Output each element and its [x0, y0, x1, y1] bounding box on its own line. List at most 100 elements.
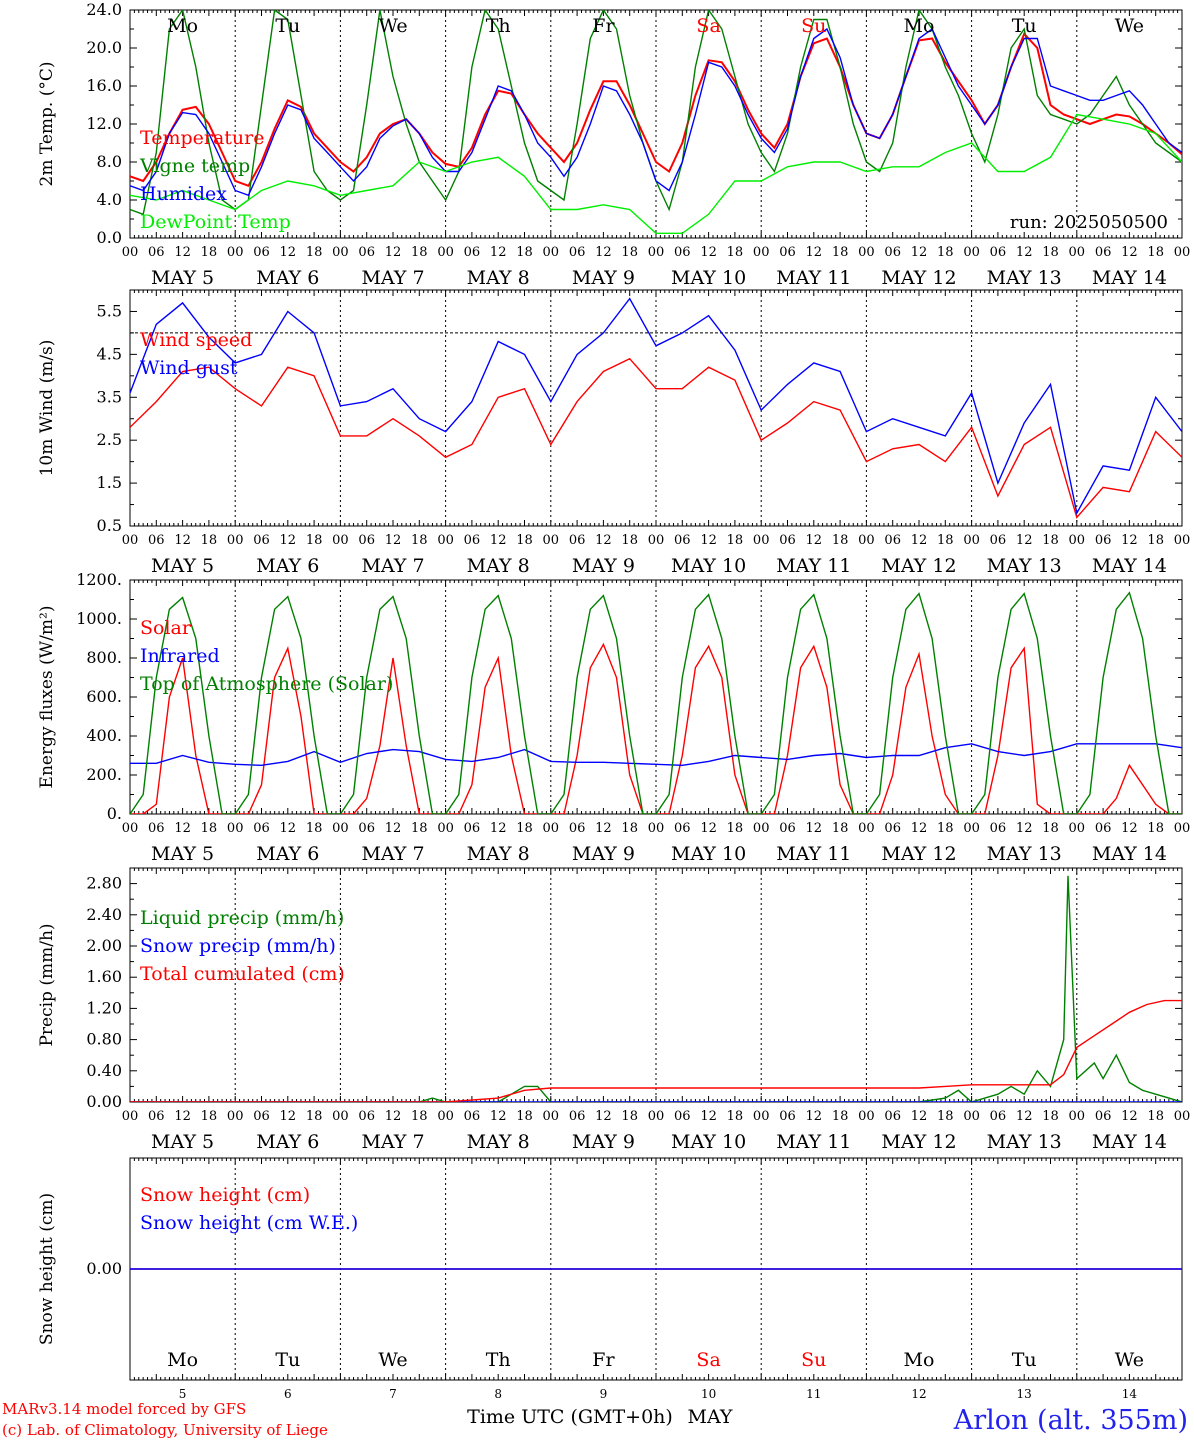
hour-label: 12 [174, 1109, 191, 1124]
legend-entry: Humidex [140, 183, 227, 205]
weekday-label: Mo [904, 1349, 935, 1371]
hour-label: 12 [280, 821, 297, 836]
hour-label: 00 [437, 245, 454, 260]
hour-label: 18 [1042, 533, 1059, 548]
y-axis-title: 2m Temp. (°C) [37, 61, 57, 186]
y-tick-label: 0.0 [97, 228, 122, 247]
y-tick-label: 0.00 [86, 1092, 122, 1111]
hour-label: 00 [437, 533, 454, 548]
hour-label: 18 [516, 1109, 533, 1124]
hour-label: 06 [569, 821, 586, 836]
day-number: 7 [389, 1387, 397, 1401]
hour-label: 06 [1095, 821, 1112, 836]
weekday-label: Fr [592, 15, 615, 37]
day-label: MAY 12 [881, 555, 956, 577]
hour-label: 06 [148, 533, 165, 548]
weekday-label: Sa [696, 1349, 720, 1371]
hour-label: 00 [1174, 821, 1191, 836]
credit-line: (c) Lab. of Climatology, University of L… [2, 1421, 328, 1439]
hour-label: 00 [227, 1109, 244, 1124]
day-label: MAY 5 [151, 1131, 214, 1153]
hour-label: 18 [832, 533, 849, 548]
hour-label: 12 [595, 1109, 612, 1124]
hour-label: 06 [1095, 1109, 1112, 1124]
y-axis-title: 10m Wind (m/s) [37, 340, 57, 477]
series-line-humidex [130, 27, 1182, 197]
hour-label: 18 [306, 245, 323, 260]
hour-label: 06 [674, 821, 691, 836]
hour-label: 18 [621, 1109, 638, 1124]
y-tick-label: 0.00 [86, 1259, 122, 1278]
hour-label: 06 [569, 245, 586, 260]
x-axis-title: Time UTC (GMT+0h) [467, 1406, 673, 1428]
day-label: MAY 8 [467, 267, 530, 289]
day-label: MAY 13 [987, 555, 1062, 577]
hour-label: 00 [437, 821, 454, 836]
y-tick-label: 400. [86, 726, 122, 745]
day-number: 11 [806, 1387, 821, 1401]
day-label: MAY 9 [572, 1131, 635, 1153]
hour-label: 00 [753, 245, 770, 260]
y-tick-label: 20.0 [86, 38, 122, 57]
hour-label: 06 [464, 533, 481, 548]
hour-label: 00 [122, 533, 139, 548]
weekday-label: We [378, 1349, 407, 1371]
day-label: MAY 13 [987, 1131, 1062, 1153]
y-tick-label: 3.5 [97, 387, 122, 406]
hour-label: 00 [1174, 533, 1191, 548]
y-tick-label: 5.5 [97, 301, 122, 320]
weekday-label: Mo [167, 15, 198, 37]
hour-label: 12 [911, 245, 928, 260]
hour-label: 00 [1069, 533, 1086, 548]
series-line-total-cumulated-cm- [130, 999, 1182, 1102]
weekday-label: Tu [1012, 1349, 1037, 1371]
hour-label: 12 [490, 1109, 507, 1124]
hour-label: 18 [411, 1109, 428, 1124]
station-name: Arlon (alt. 355m) [953, 1405, 1188, 1436]
hour-label: 12 [700, 1109, 717, 1124]
hour-label: 18 [727, 533, 744, 548]
day-label: MAY 7 [361, 1131, 424, 1153]
hour-label: 12 [806, 533, 823, 548]
hour-label: 12 [806, 245, 823, 260]
hour-label: 12 [490, 533, 507, 548]
hour-label: 00 [227, 245, 244, 260]
day-label: MAY 5 [151, 555, 214, 577]
hour-label: 00 [1069, 245, 1086, 260]
panel-3: 0.00 0.40 0.80 1.20 1.60 2.00 2.40 2.80 Precip (… [37, 867, 1190, 1153]
hour-label: 12 [1121, 533, 1138, 548]
y-tick-label: 12.0 [86, 114, 122, 133]
y-axis-title: Precip (mm/h) [37, 923, 57, 1046]
hour-label: 18 [516, 821, 533, 836]
hour-label: 06 [674, 533, 691, 548]
plot-frame [129, 9, 1183, 239]
hour-label: 18 [1147, 245, 1164, 260]
hour-label: 12 [490, 245, 507, 260]
weekday-label: Tu [275, 15, 300, 37]
hour-label: 00 [332, 821, 349, 836]
hour-label: 18 [937, 1109, 954, 1124]
hour-label: 06 [990, 533, 1007, 548]
y-tick-label: 4.5 [97, 344, 122, 363]
hour-label: 12 [385, 245, 402, 260]
hour-label: 00 [963, 1109, 980, 1124]
hour-label: 12 [700, 245, 717, 260]
panel-4: 0.00 Snow height (cm) Snow height (cm) Snow… [37, 1157, 1183, 1381]
hour-label: 06 [148, 821, 165, 836]
weekday-label: Su [801, 15, 826, 37]
series-line-top-of-atmosphere-solar- [130, 591, 1182, 814]
hour-label: 12 [595, 821, 612, 836]
hour-label: 12 [174, 533, 191, 548]
hour-label: 00 [648, 533, 665, 548]
day-number: 8 [494, 1387, 502, 1401]
hour-label: 12 [1016, 533, 1033, 548]
hour-label: 00 [543, 821, 560, 836]
hour-label: 06 [358, 821, 375, 836]
y-tick-label: 4.0 [97, 190, 122, 209]
hour-label: 12 [280, 533, 297, 548]
day-label: MAY 6 [256, 843, 319, 865]
hour-label: 18 [306, 821, 323, 836]
hour-label: 06 [779, 1109, 796, 1124]
day-label: MAY 11 [776, 843, 851, 865]
y-tick-label: 0.40 [86, 1061, 122, 1080]
